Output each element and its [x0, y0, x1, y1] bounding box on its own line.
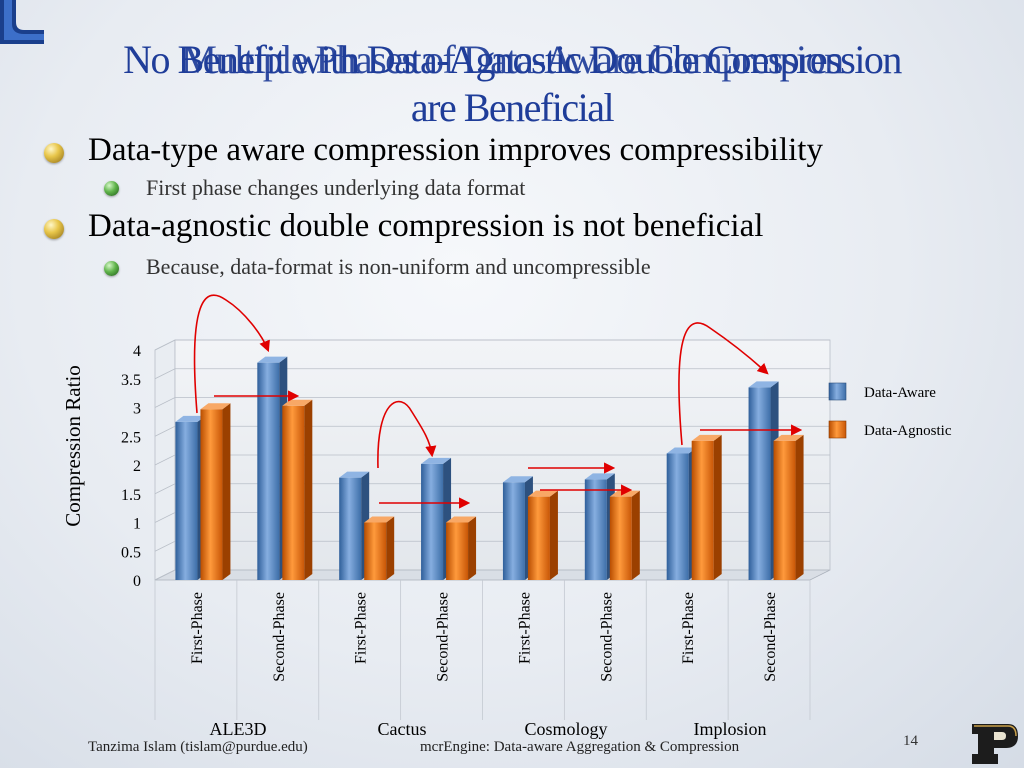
y-tick-label: 1 — [133, 516, 141, 533]
x-category-label: First-Phase — [353, 592, 370, 664]
bar-side-data-agnostic-2 — [386, 516, 395, 580]
x-category-label: Second-Phase — [435, 592, 452, 682]
x-category-label: First-Phase — [189, 592, 206, 664]
bar-data-agnostic-1 — [282, 405, 305, 580]
x-category-label: First-Phase — [680, 592, 697, 664]
x-category-label: Second-Phase — [598, 592, 615, 682]
y-axis-title: Compression Ratio — [61, 365, 85, 527]
legend-label-data-agnostic: Data-Agnostic — [864, 423, 952, 439]
chart-floor — [154, 569, 831, 581]
bar-top-data-agnostic-3 — [446, 516, 477, 523]
bar-top-data-agnostic-6 — [691, 434, 722, 441]
bar-top-data-agnostic-7 — [773, 434, 804, 441]
gridline — [154, 397, 830, 408]
bar-top-data-agnostic-0 — [200, 403, 231, 410]
bar-data-aware-0 — [175, 421, 198, 580]
university-logo-icon — [972, 724, 1018, 764]
y-tick-label: 1.5 — [121, 487, 141, 504]
bar-side-data-agnostic-1 — [304, 399, 313, 580]
gridline — [154, 454, 830, 466]
gridline — [154, 339, 830, 351]
bar-top-data-aware-0 — [175, 415, 206, 422]
bar-top-data-aware-6 — [666, 447, 697, 454]
bar-side-data-agnostic-0 — [222, 403, 231, 580]
bar-top-data-aware-5 — [584, 473, 615, 480]
y-tick-label: 4 — [133, 343, 141, 360]
bar-top-data-aware-7 — [748, 381, 779, 388]
footer-author: Tanzima Islam (tislam@purdue.edu) — [88, 739, 308, 755]
bullet-4-text: Because, data-format is non-uniform and … — [146, 254, 651, 279]
footer-title: mcrEngine: Data-aware Aggregation & Comp… — [420, 739, 740, 755]
bullet-3-text: Data-agnostic double compression is not … — [88, 208, 764, 244]
slide-title-layer-1: No Benefit with Data-Agnostic Double Com… — [123, 37, 902, 82]
bar-data-agnostic-7 — [773, 440, 796, 580]
bar-top-data-aware-3 — [421, 457, 452, 464]
bar-top-data-aware-4 — [502, 476, 533, 483]
gridline — [154, 368, 830, 380]
bar-data-agnostic-6 — [691, 440, 714, 580]
bar-side-data-agnostic-7 — [795, 434, 804, 580]
bar-data-agnostic-5 — [609, 496, 632, 580]
bar-data-agnostic-3 — [446, 522, 469, 580]
y-tick-label: 2 — [133, 458, 141, 475]
x-category-label: Second-Phase — [271, 592, 288, 682]
legend-label-data-aware: Data-Aware — [864, 385, 936, 401]
bar-data-aware-3 — [421, 463, 444, 580]
lab-logo-icon — [0, 0, 44, 44]
curved-arrow-ale3d — [193, 294, 270, 414]
x-category-label: Second-Phase — [762, 592, 779, 682]
curved-arrow-cactus — [377, 400, 437, 469]
bar-data-agnostic-4 — [527, 496, 550, 580]
bar-side-data-agnostic-3 — [468, 516, 477, 580]
group-label-cosmology: Cosmology — [524, 719, 607, 739]
group-label-cactus: Cactus — [378, 719, 427, 739]
bar-data-aware-5 — [584, 479, 607, 580]
y-tick-label: 3 — [133, 401, 141, 418]
bullet-1-text: Data-type aware compression improves com… — [88, 132, 823, 168]
page-number: 14 — [903, 733, 918, 749]
y-tick-label: 2.5 — [121, 429, 141, 446]
bar-top-data-aware-1 — [257, 356, 288, 363]
annotation-arrows — [193, 294, 803, 509]
bar-data-aware-4 — [502, 482, 525, 580]
bar-data-agnostic-2 — [364, 522, 387, 580]
group-label-ale3d: ALE3D — [210, 719, 267, 739]
gridline — [154, 425, 830, 437]
bullet-1-icon — [44, 143, 64, 163]
legend-swatch-data-agnostic — [828, 420, 847, 439]
bullet-2-text: First phase changes underlying data form… — [146, 175, 526, 200]
bullet-4-icon — [104, 261, 119, 276]
bar-top-data-agnostic-2 — [364, 516, 395, 523]
bar-data-aware-6 — [666, 453, 689, 580]
y-tick-label: 0 — [133, 573, 141, 590]
y-tick-label: 3.5 — [121, 372, 141, 389]
slide-title-layer-2: Multiple Phases of Data-Aware Compressio… — [181, 37, 844, 82]
bar-side-data-agnostic-5 — [631, 490, 640, 580]
bullet-2-icon — [104, 181, 119, 196]
y-tick-label: 0.5 — [121, 544, 141, 561]
bar-data-aware-2 — [339, 477, 362, 580]
x-category-label: First-Phase — [516, 592, 533, 664]
bar-data-aware-1 — [257, 362, 280, 580]
bar-side-data-agnostic-6 — [713, 434, 722, 580]
slide-title-line-2: are Beneficial — [410, 85, 615, 130]
bar-data-aware-7 — [748, 387, 771, 580]
group-label-implosion: Implosion — [693, 719, 766, 739]
legend-swatch-data-aware — [828, 382, 847, 401]
curved-arrow-implosion — [678, 322, 769, 446]
bar-side-data-agnostic-4 — [549, 490, 558, 580]
bar-top-data-agnostic-4 — [527, 490, 558, 497]
bullet-3-icon — [44, 219, 64, 239]
bar-data-agnostic-0 — [200, 409, 223, 580]
bar-top-data-aware-2 — [339, 471, 370, 478]
